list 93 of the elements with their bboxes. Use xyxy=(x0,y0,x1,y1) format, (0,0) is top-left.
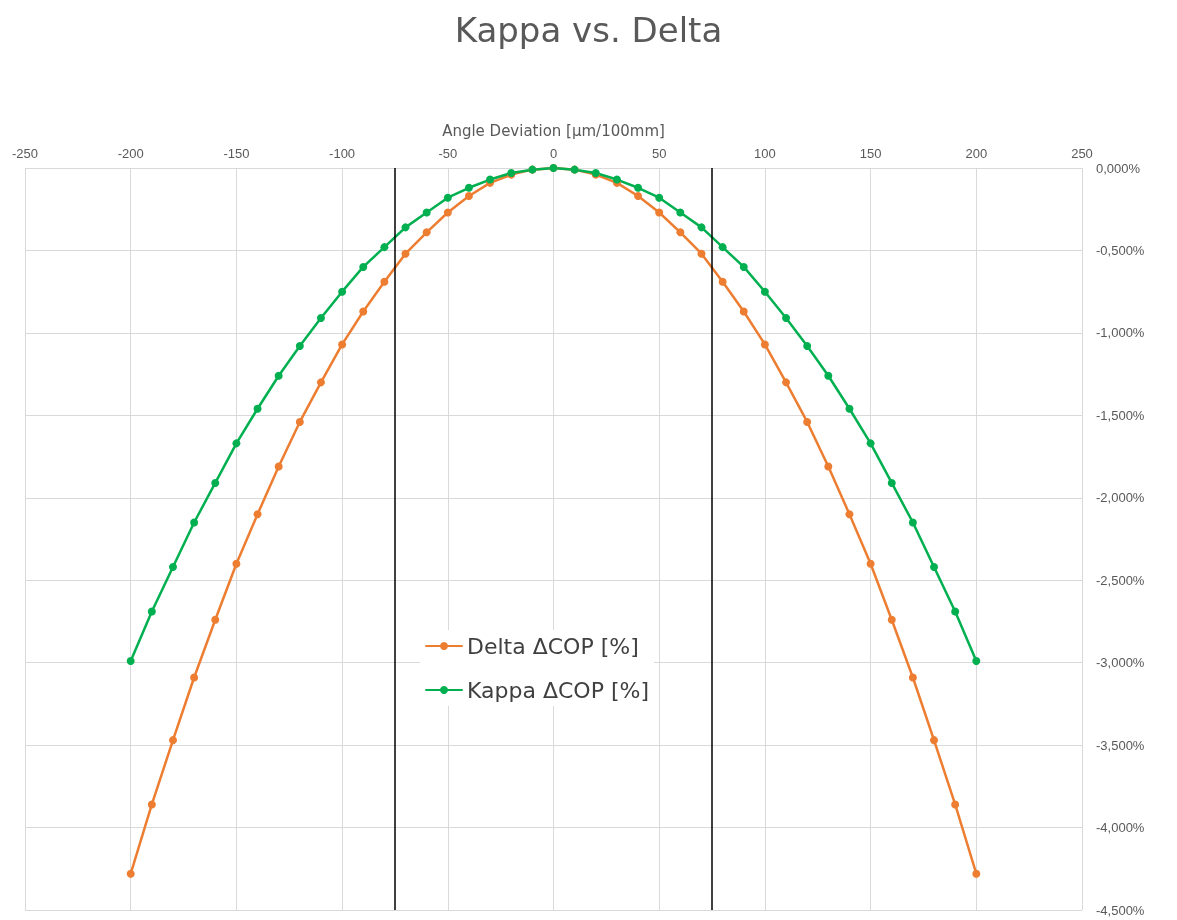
point xyxy=(866,559,875,568)
point xyxy=(760,287,769,296)
point xyxy=(316,378,325,387)
point xyxy=(380,243,389,252)
point xyxy=(676,208,685,217)
point xyxy=(930,736,939,745)
point xyxy=(295,342,304,351)
y-tick-label: -4,000% xyxy=(1096,820,1145,836)
point xyxy=(147,607,156,616)
point xyxy=(782,314,791,323)
point xyxy=(908,518,917,527)
y-tick-label: -1,500% xyxy=(1096,407,1145,423)
x-tick-label: 250 xyxy=(1071,146,1093,161)
x-tick-label: -50 xyxy=(438,146,458,161)
x-tick-label: -100 xyxy=(329,146,356,161)
point xyxy=(739,307,748,316)
y-tick-label: -1,000% xyxy=(1096,325,1145,341)
point xyxy=(422,208,431,217)
point xyxy=(760,340,769,349)
point xyxy=(697,249,706,258)
point xyxy=(464,183,473,192)
point xyxy=(380,277,389,286)
point xyxy=(782,378,791,387)
point xyxy=(147,800,156,809)
point xyxy=(338,340,347,349)
point xyxy=(168,736,177,745)
point xyxy=(951,607,960,616)
point xyxy=(126,657,135,666)
point xyxy=(845,404,854,413)
point xyxy=(359,307,368,316)
point xyxy=(824,462,833,471)
point xyxy=(972,657,981,666)
x-tick-label: 200 xyxy=(965,146,988,161)
point xyxy=(845,510,854,519)
point xyxy=(211,615,220,624)
x-axis-title: Angle Deviation [µm/100mm] xyxy=(442,121,665,140)
point xyxy=(443,193,452,202)
point xyxy=(803,417,812,426)
x-tick-label: 50 xyxy=(651,146,667,161)
y-tick-label: 0,000% xyxy=(1096,160,1141,176)
point xyxy=(126,869,135,878)
x-tick-label: -200 xyxy=(117,146,144,161)
point xyxy=(697,223,706,232)
point xyxy=(634,183,643,192)
point xyxy=(190,673,199,682)
point xyxy=(634,192,643,201)
legend-label: Kappa ΔCOP [%] xyxy=(467,677,649,703)
point xyxy=(401,223,410,232)
point xyxy=(718,243,727,252)
point xyxy=(930,563,939,572)
y-tick-label: -0,500% xyxy=(1096,242,1145,258)
point xyxy=(359,262,368,271)
point xyxy=(316,314,325,323)
x-tick-label: 150 xyxy=(859,146,882,161)
point xyxy=(253,510,262,519)
point xyxy=(401,249,410,258)
x-tick-label: 100 xyxy=(754,146,776,161)
point xyxy=(274,371,283,380)
point xyxy=(443,208,452,217)
point xyxy=(887,478,896,487)
point xyxy=(655,208,664,217)
point xyxy=(190,518,199,527)
legend-label: Delta ΔCOP [%] xyxy=(467,633,639,659)
y-tick-label: -2,500% xyxy=(1096,572,1145,588)
point xyxy=(295,417,304,426)
point xyxy=(803,342,812,351)
point xyxy=(464,192,473,201)
point xyxy=(253,404,262,413)
point xyxy=(739,262,748,271)
point xyxy=(422,228,431,237)
point xyxy=(824,371,833,380)
point xyxy=(232,559,241,568)
point xyxy=(866,439,875,448)
y-tick-label: -3,000% xyxy=(1096,655,1145,671)
y-tick-label: -2,000% xyxy=(1096,490,1145,506)
point xyxy=(168,563,177,572)
point xyxy=(972,869,981,878)
point xyxy=(338,287,347,296)
x-tick-label: -250 xyxy=(11,146,39,161)
point xyxy=(232,439,241,448)
y-tick-label: -4,500% xyxy=(1096,902,1145,918)
point xyxy=(676,228,685,237)
point xyxy=(908,673,917,682)
point xyxy=(274,462,283,471)
point xyxy=(887,615,896,624)
point xyxy=(718,277,727,286)
x-tick-label: 0 xyxy=(549,146,558,161)
y-tick-label: -3,500% xyxy=(1096,737,1145,753)
chart-title: Kappa vs. Delta xyxy=(454,10,723,50)
point xyxy=(951,800,960,809)
point xyxy=(211,478,220,487)
point xyxy=(655,193,664,202)
x-tick-label: -150 xyxy=(223,146,250,161)
